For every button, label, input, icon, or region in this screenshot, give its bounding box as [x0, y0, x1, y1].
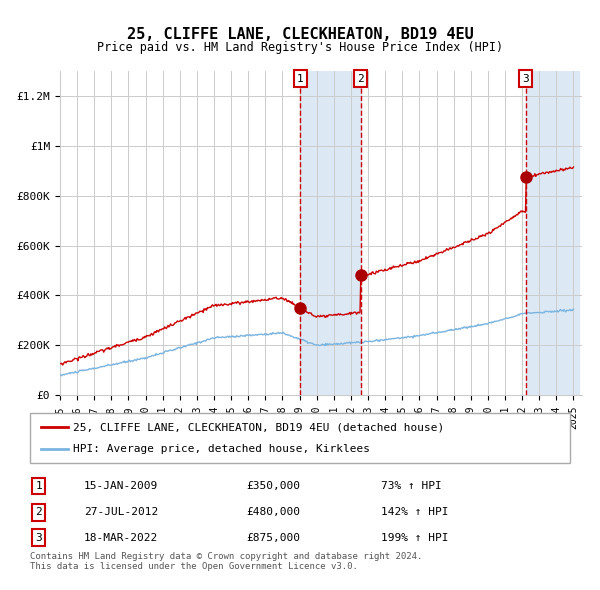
Text: 1: 1 [35, 481, 42, 491]
Text: Price paid vs. HM Land Registry's House Price Index (HPI): Price paid vs. HM Land Registry's House … [97, 41, 503, 54]
Text: 1: 1 [297, 74, 304, 84]
Text: 199% ↑ HPI: 199% ↑ HPI [381, 533, 449, 543]
Text: HPI: Average price, detached house, Kirklees: HPI: Average price, detached house, Kirk… [73, 444, 370, 454]
Text: 73% ↑ HPI: 73% ↑ HPI [381, 481, 442, 491]
Text: 3: 3 [35, 533, 42, 543]
Bar [300, 71, 361, 395]
Text: 15-JAN-2009: 15-JAN-2009 [84, 481, 158, 491]
Text: 2: 2 [35, 507, 42, 517]
Text: 27-JUL-2012: 27-JUL-2012 [84, 507, 158, 517]
Text: £875,000: £875,000 [246, 533, 300, 543]
Bar [526, 71, 578, 395]
Text: 25, CLIFFE LANE, CLECKHEATON, BD19 4EU: 25, CLIFFE LANE, CLECKHEATON, BD19 4EU [127, 27, 473, 41]
Text: 18-MAR-2022: 18-MAR-2022 [84, 533, 158, 543]
Text: Contains HM Land Registry data © Crown copyright and database right 2024.
This d: Contains HM Land Registry data © Crown c… [30, 552, 422, 571]
FancyBboxPatch shape [30, 413, 570, 463]
Text: 3: 3 [523, 74, 529, 84]
Text: 2: 2 [358, 74, 364, 84]
Text: 142% ↑ HPI: 142% ↑ HPI [381, 507, 449, 517]
Text: 25, CLIFFE LANE, CLECKHEATON, BD19 4EU (detached house): 25, CLIFFE LANE, CLECKHEATON, BD19 4EU (… [73, 422, 445, 432]
Text: £480,000: £480,000 [246, 507, 300, 517]
Text: £350,000: £350,000 [246, 481, 300, 491]
